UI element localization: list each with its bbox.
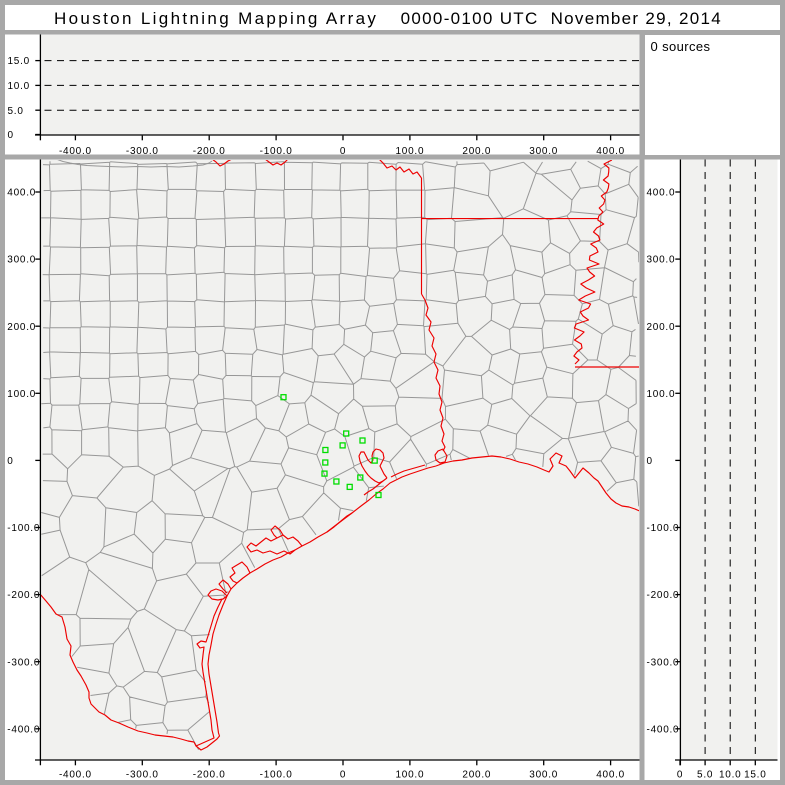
svg-text:-300.0: -300.0 [7, 657, 40, 668]
svg-text:5.0: 5.0 [8, 106, 24, 117]
svg-text:400.0: 400.0 [596, 770, 625, 781]
svg-text:15.0: 15.0 [8, 56, 30, 67]
svg-text:-200.0: -200.0 [193, 770, 226, 781]
svg-text:0000-0100 UTC November 29, 20: 0000-0100 UTC November 29, 2014 [401, 9, 722, 28]
svg-text:100.0: 100.0 [7, 389, 36, 400]
svg-text:-200.0: -200.0 [7, 590, 40, 601]
svg-text:0: 0 [8, 130, 14, 141]
svg-text:-100.0: -100.0 [7, 523, 40, 534]
svg-text:-100.0: -100.0 [260, 770, 293, 781]
svg-text:-400.0: -400.0 [59, 770, 92, 781]
svg-text:300.0: 300.0 [7, 255, 36, 266]
svg-text:-400.0: -400.0 [7, 724, 40, 735]
svg-text:15.0: 15.0 [744, 770, 766, 781]
svg-text:100.0: 100.0 [396, 770, 425, 781]
svg-text:-300.0: -300.0 [126, 770, 159, 781]
svg-text:0: 0 [677, 770, 683, 781]
svg-text:0: 0 [7, 456, 13, 467]
svg-text:0: 0 [340, 146, 346, 155]
svg-text:300.0: 300.0 [529, 770, 558, 781]
svg-text:100.0: 100.0 [396, 146, 425, 155]
svg-text:-300.0: -300.0 [126, 146, 159, 155]
svg-text:5.0: 5.0 [697, 770, 713, 781]
svg-text:100.0: 100.0 [647, 389, 676, 400]
svg-text:10.0: 10.0 [719, 770, 741, 781]
svg-text:-200.0: -200.0 [647, 590, 680, 601]
svg-text:200.0: 200.0 [462, 770, 491, 781]
svg-text:-300.0: -300.0 [647, 657, 680, 668]
svg-text:-200.0: -200.0 [193, 146, 226, 155]
svg-text:300.0: 300.0 [647, 255, 676, 266]
svg-text:-400.0: -400.0 [59, 146, 92, 155]
svg-text:0: 0 [340, 770, 346, 781]
svg-text:-400.0: -400.0 [647, 724, 680, 735]
svg-text:200.0: 200.0 [647, 322, 676, 333]
svg-text:400.0: 400.0 [7, 188, 36, 199]
svg-text:300.0: 300.0 [529, 146, 558, 155]
svg-text:Houston Lightning Mapping Arra: Houston Lightning Mapping Array [54, 9, 378, 28]
svg-text:-100.0: -100.0 [260, 146, 293, 155]
svg-text:10.0: 10.0 [8, 81, 30, 92]
svg-text:-100.0: -100.0 [647, 523, 680, 534]
svg-text:200.0: 200.0 [462, 146, 491, 155]
svg-text:400.0: 400.0 [596, 146, 625, 155]
svg-text:200.0: 200.0 [7, 322, 36, 333]
svg-text:0: 0 [647, 456, 653, 467]
svg-text:400.0: 400.0 [647, 188, 676, 199]
